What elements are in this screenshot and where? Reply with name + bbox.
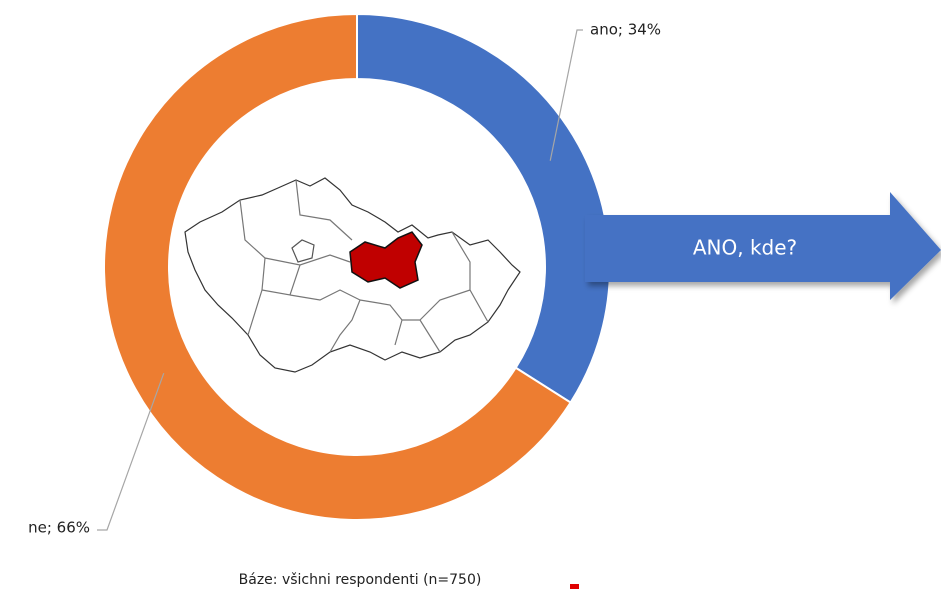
leader-line <box>549 29 583 161</box>
highlight-region <box>349 231 423 289</box>
data-label: ano; 34% <box>590 21 661 39</box>
slice <box>356 12 611 404</box>
footnote: Báze: všichni respondenti (n=750) <box>239 572 482 588</box>
leader-line <box>97 373 165 531</box>
data-label: ne; 66% <box>28 519 90 537</box>
donut <box>103 12 611 521</box>
arrow-label: ANO, kde? <box>693 236 797 260</box>
slice <box>103 12 572 521</box>
map <box>184 177 521 373</box>
marker <box>570 584 579 589</box>
arrow <box>585 192 941 300</box>
